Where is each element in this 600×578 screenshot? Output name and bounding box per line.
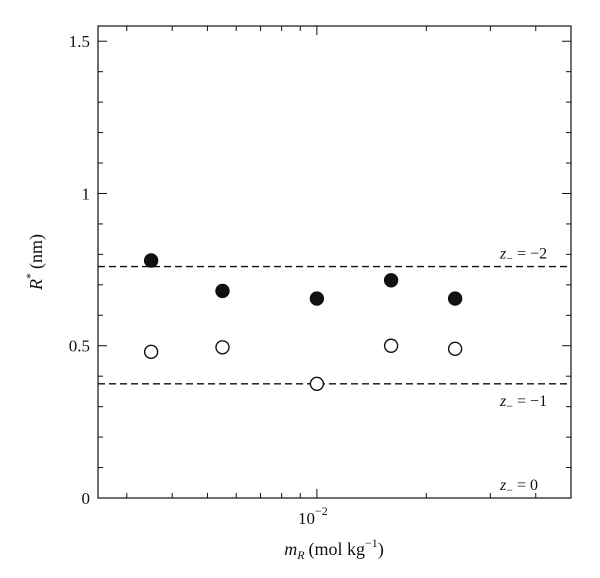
data-point-open <box>143 344 159 360</box>
y-tick-label: 0.5 <box>69 337 90 356</box>
data-point-filled <box>447 291 463 306</box>
reference-line-labels: z− = −2 z− = −1 z− = 0 <box>499 246 547 497</box>
y-tick-label: 1 <box>82 184 91 203</box>
x-tick-label-major: 10−2 <box>298 504 328 528</box>
reference-line-label: z− = −2 <box>499 246 547 266</box>
data-point-filled <box>215 283 230 299</box>
y-tick-label: 1.5 <box>69 32 90 51</box>
x-axis-title: mR (mol kg−1) <box>284 536 384 562</box>
plot-frame <box>97 25 572 499</box>
data-point-open <box>309 376 325 392</box>
data-point-open <box>383 338 399 353</box>
data-point-filled <box>383 273 399 288</box>
tick-marks <box>98 26 572 499</box>
data-points <box>143 253 463 392</box>
y-tick-labels: 0 0.5 1 1.5 <box>69 32 90 508</box>
data-point-filled <box>309 291 325 306</box>
y-axis-title: R*(nm) <box>23 234 47 291</box>
y-tick-label: 0 <box>82 489 91 508</box>
reference-line-label: z− = 0 <box>499 477 538 497</box>
reference-lines <box>98 265 571 385</box>
data-point-filled <box>143 253 159 268</box>
data-point-open <box>215 340 230 355</box>
data-point-open <box>447 341 463 356</box>
reference-line-label: z− = −1 <box>499 393 547 413</box>
